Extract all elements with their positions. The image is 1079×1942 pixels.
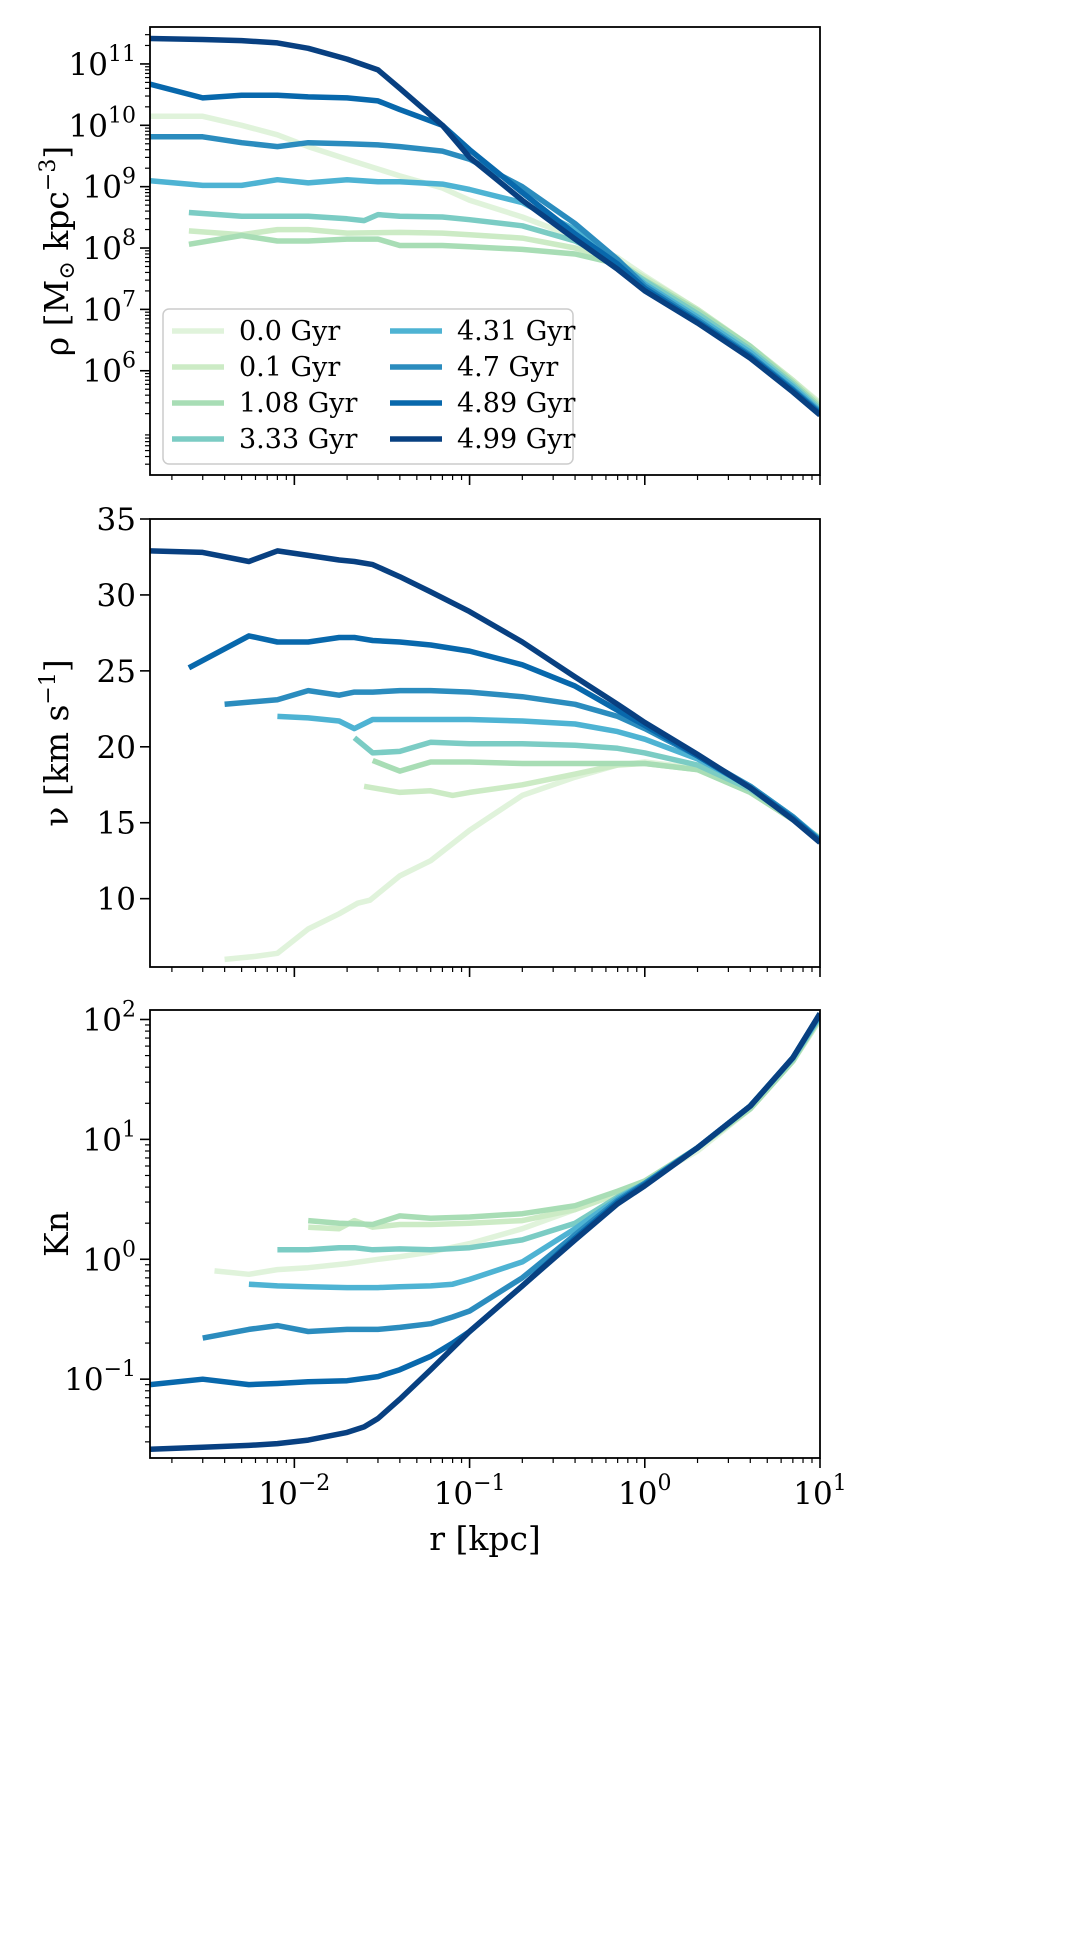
- y-axis-label: ν [km s−1]: [36, 659, 76, 826]
- y-label-suffix: ]: [37, 146, 76, 159]
- y-tick-exp: 6: [122, 349, 136, 374]
- legend-label: 0.0 Gyr: [239, 316, 340, 347]
- y-tick-base: 35: [97, 502, 136, 538]
- y-tick-label: 100: [83, 1237, 136, 1278]
- y-tick-base: 10: [69, 108, 108, 144]
- legend-label: 3.33 Gyr: [239, 424, 358, 455]
- y-tick-base: 10: [64, 1362, 103, 1398]
- series-line-4-99-gyr: [150, 1012, 820, 1453]
- x-tick-base: 10: [793, 1476, 832, 1512]
- y-tick-exp: 10: [108, 103, 136, 128]
- y-label-sub: ⊙: [55, 261, 80, 279]
- y-tick-base: 10: [83, 231, 122, 267]
- y-axis-label: ρ [M⊙ kpc−3]: [36, 146, 80, 356]
- legend: 0.0 Gyr 0.1 Gyr 1.08 Gyr 3.33 Gyr 4.31 Gyr 4.…: [162, 308, 576, 465]
- x-tick-label: 101: [793, 1471, 846, 1512]
- series-line-0-1-gyr: [308, 1017, 820, 1232]
- x-tick-exp: −2: [298, 1471, 330, 1496]
- y-tick-label: 109: [83, 165, 136, 206]
- x-tick-base: 10: [618, 1476, 657, 1512]
- y-tick-base: 10: [83, 1242, 122, 1278]
- y-tick-label: 1011: [69, 42, 136, 83]
- legend-label: 4.31 Gyr: [457, 316, 576, 347]
- y-tick-exp: −1: [104, 1357, 136, 1382]
- y-tick-exp: 8: [122, 226, 136, 251]
- x-tick-base: 10: [434, 1476, 473, 1512]
- y-tick-base: 10: [83, 170, 122, 206]
- y-tick-base: 10: [83, 1122, 122, 1158]
- x-tick-exp: −1: [473, 1471, 505, 1496]
- y-tick-exp: 7: [122, 287, 136, 312]
- axes-frame: [149, 518, 821, 968]
- y-tick-label: 10−1: [64, 1357, 136, 1398]
- y-tick-label: 35: [97, 502, 136, 538]
- series-line-0-0-gyr: [214, 1017, 820, 1278]
- x-tick-label: 10−2: [258, 1471, 330, 1512]
- y-tick-exp: 2: [122, 997, 136, 1022]
- y-tick-base: 10: [83, 354, 122, 390]
- y-tick-label: 25: [97, 654, 136, 690]
- y-tick-label: 20: [97, 730, 136, 766]
- y-tick-base: 10: [69, 47, 108, 83]
- y-tick-label: 30: [97, 578, 136, 614]
- legend-label: 0.1 Gyr: [239, 352, 340, 383]
- y-tick-base: 10: [83, 1002, 122, 1038]
- y-tick-exp: 0: [122, 1237, 136, 1262]
- y-label-sup: −1: [36, 672, 61, 704]
- y-tick-label: 108: [83, 226, 136, 267]
- series-group: [150, 548, 820, 963]
- legend-label: 4.99 Gyr: [457, 424, 576, 455]
- x-tick-label: 10−1: [434, 1471, 506, 1512]
- y-tick-label: 101: [83, 1117, 136, 1158]
- y-tick-label: 102: [83, 997, 136, 1038]
- y-axis-label: Kn: [37, 1211, 76, 1257]
- legend-label: 1.08 Gyr: [239, 388, 358, 419]
- y-label-mid: kpc: [37, 191, 76, 261]
- y-tick-base: 10: [97, 882, 136, 918]
- series-line-1-08-gyr: [307, 1015, 820, 1228]
- series-group: [150, 1012, 820, 1453]
- series-group: [150, 35, 820, 418]
- y-tick-base: 25: [97, 654, 136, 690]
- y-tick-label: 10: [97, 882, 136, 918]
- panel-velocity: 10 15 20 25 30 35 ν [km s−1]: [36, 502, 821, 977]
- x-axis-label: r [kpc]: [429, 1519, 541, 1558]
- y-tick-base: 10: [83, 292, 122, 328]
- y-label-prefix: ν [km s: [37, 705, 76, 827]
- x-tick-exp: 1: [833, 1471, 847, 1496]
- x-tick-base: 10: [258, 1476, 297, 1512]
- legend-label: 4.89 Gyr: [457, 388, 576, 419]
- y-label-prefix: ρ [M: [37, 280, 76, 357]
- y-tick-label: 107: [83, 287, 136, 328]
- x-tick-exp: 0: [658, 1471, 672, 1496]
- y-tick-exp: 11: [108, 42, 136, 67]
- y-label-suffix: ]: [37, 659, 76, 672]
- axes-frame: [149, 1009, 821, 1459]
- series-line-4-99-gyr: [150, 35, 820, 418]
- y-tick-base: 30: [97, 578, 136, 614]
- y-tick-label: 1010: [69, 103, 136, 144]
- y-label-sup: −3: [36, 159, 61, 191]
- x-label-text: r [kpc]: [429, 1519, 541, 1558]
- y-tick-label: 15: [97, 806, 136, 842]
- legend-box: [162, 308, 574, 465]
- legend-label: 4.7 Gyr: [457, 352, 558, 383]
- y-tick-base: 20: [97, 730, 136, 766]
- y-label-prefix: Kn: [37, 1211, 76, 1257]
- y-tick-base: 15: [97, 806, 136, 842]
- y-tick-label: 106: [83, 349, 136, 390]
- y-tick-exp: 9: [122, 165, 136, 190]
- x-tick-label: 100: [618, 1471, 671, 1512]
- series-line-4-99-gyr: [150, 548, 820, 845]
- series-line-0-0-gyr: [224, 759, 820, 963]
- series-line-4-7-gyr: [202, 1013, 820, 1341]
- y-tick-exp: 1: [122, 1117, 136, 1142]
